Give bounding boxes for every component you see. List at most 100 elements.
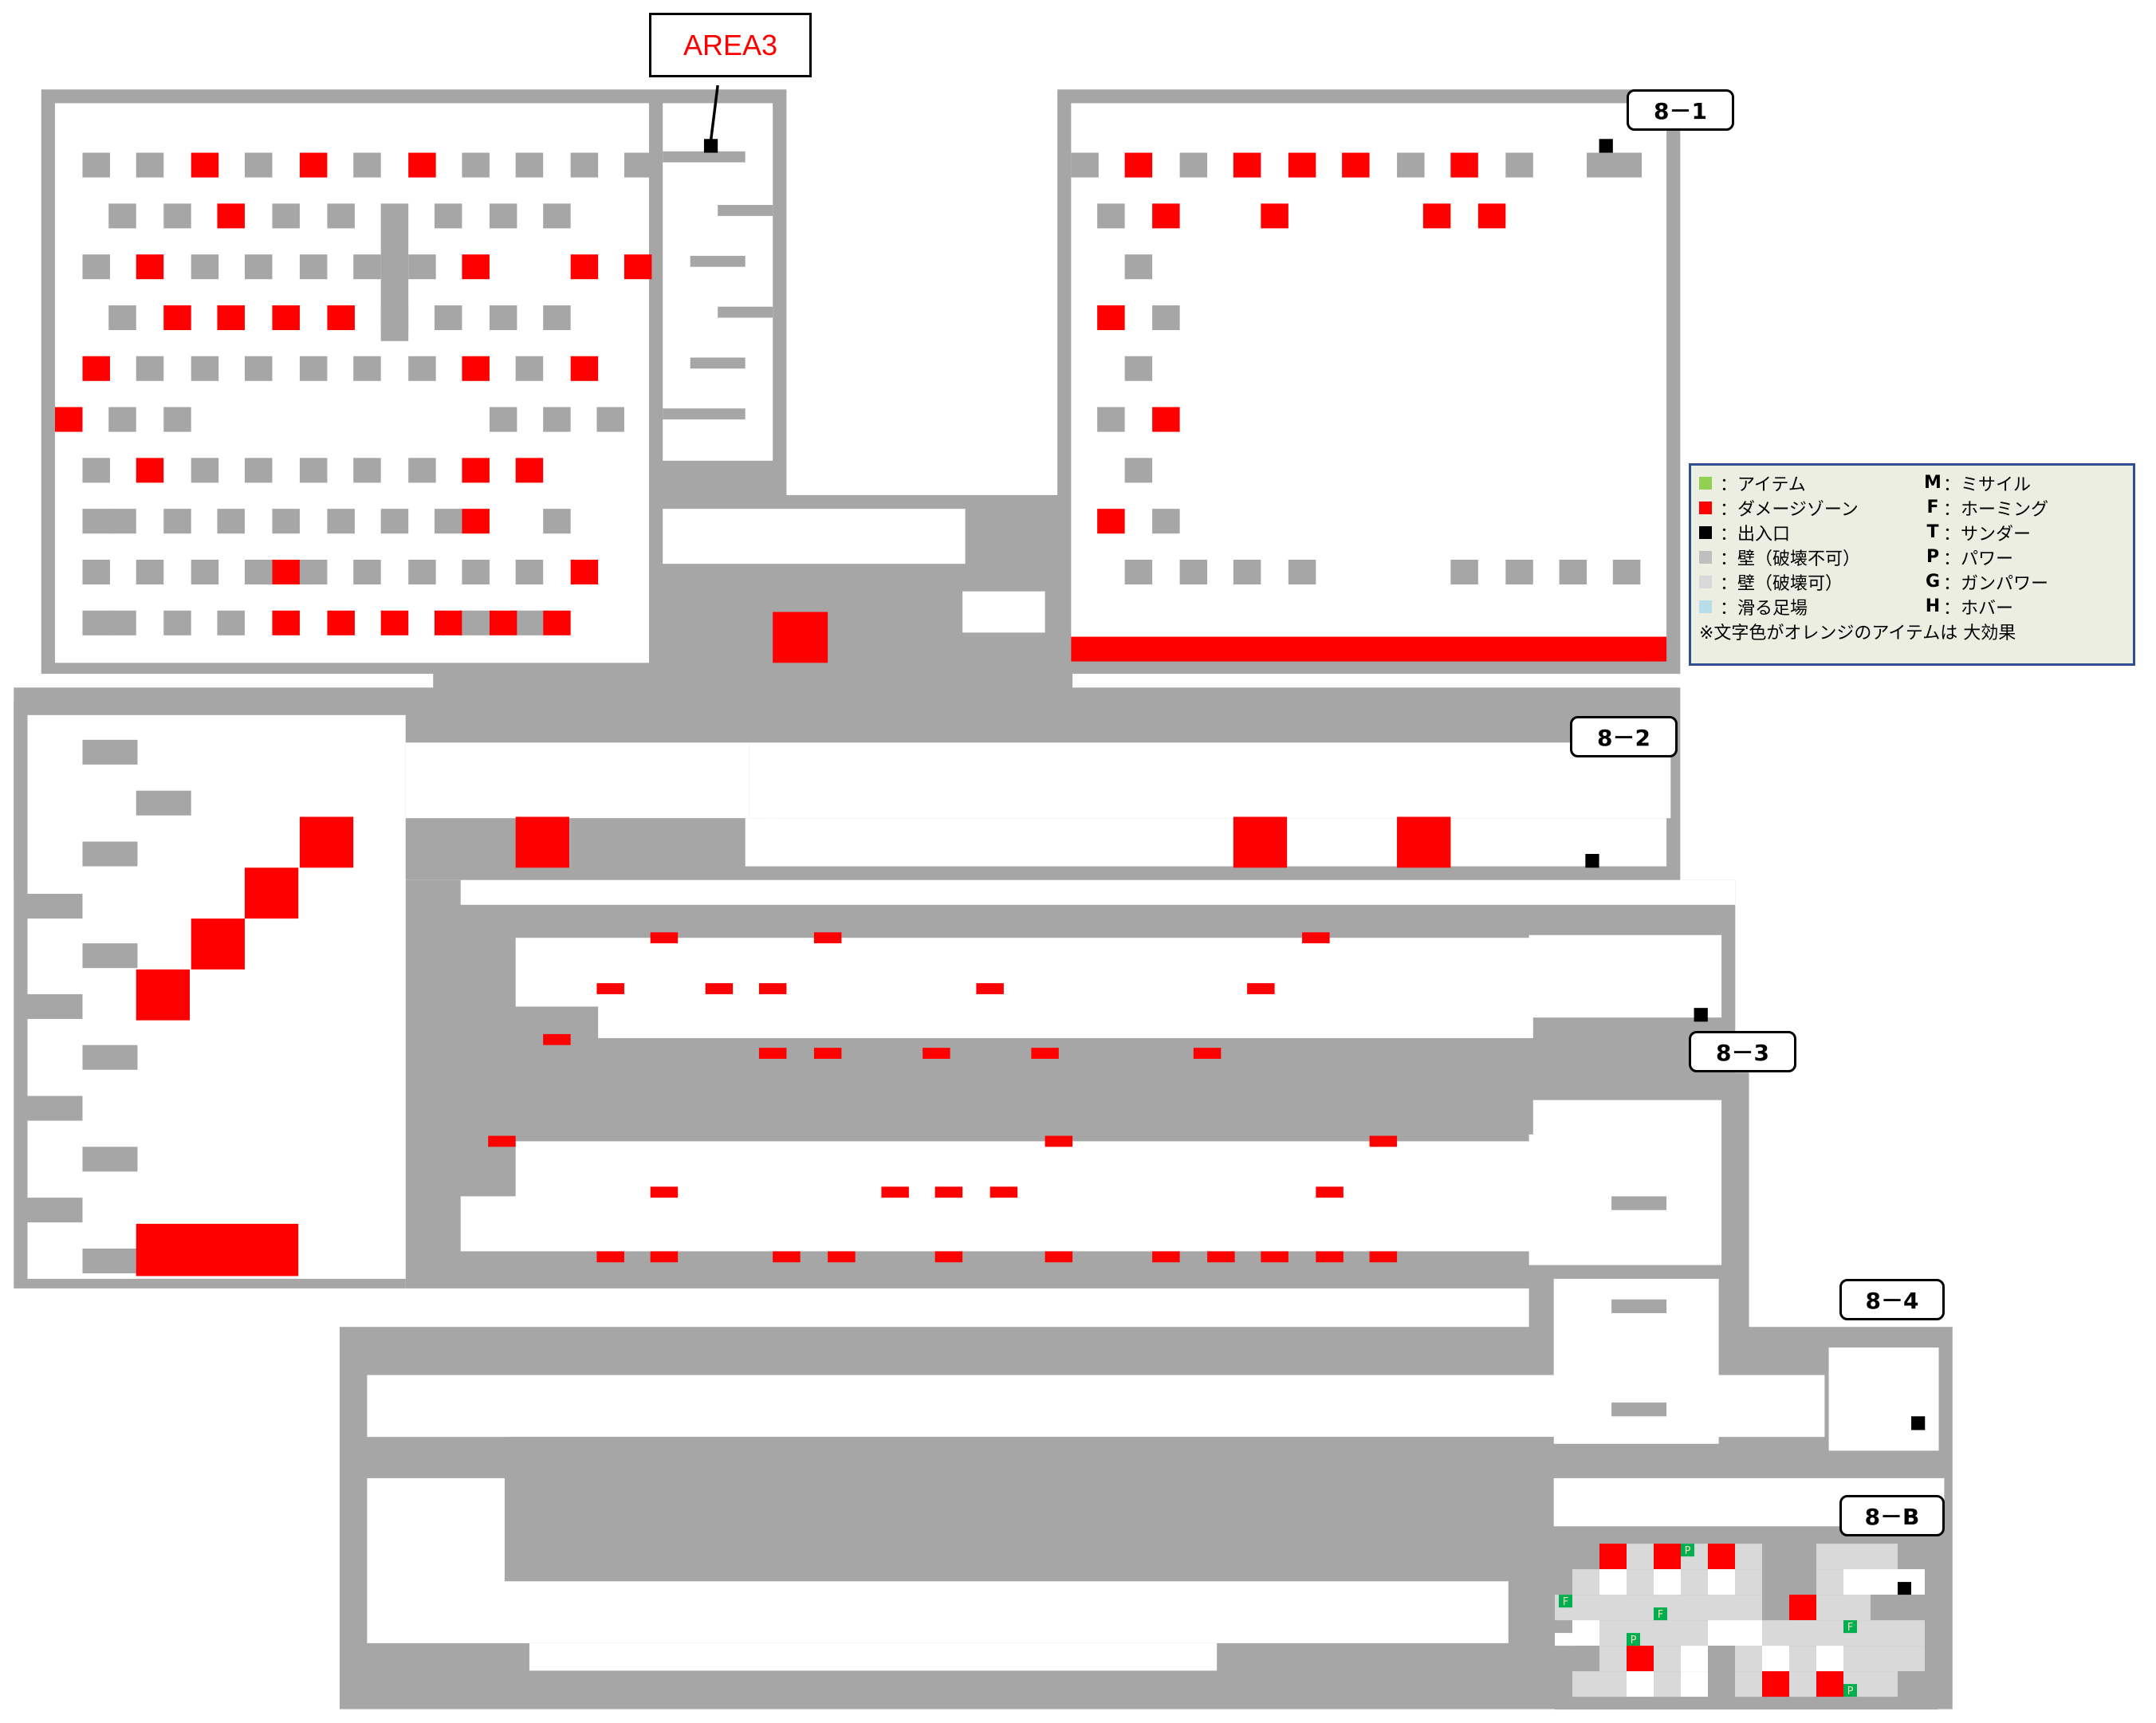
solid-wall-block xyxy=(272,203,300,229)
solid-wall-block xyxy=(1505,152,1533,178)
exit-marker xyxy=(703,139,718,153)
damage-zone xyxy=(570,356,599,381)
solid-wall xyxy=(136,790,191,816)
breakable-wall xyxy=(1734,1595,1762,1621)
damage-zone xyxy=(136,254,164,280)
solid-wall-block xyxy=(163,203,191,229)
damage-zone xyxy=(515,816,569,868)
solid-wall-block xyxy=(489,305,517,330)
damage-zone xyxy=(543,1033,571,1045)
solid-wall-block xyxy=(489,203,517,229)
damage-zone xyxy=(1261,1251,1288,1263)
floor xyxy=(1816,1646,1843,1672)
solid-wall-block xyxy=(82,559,110,585)
solid-wall-block xyxy=(1124,254,1153,280)
solid-wall xyxy=(82,1248,138,1273)
damage-zone xyxy=(570,254,599,280)
solid-wall-block xyxy=(108,610,136,635)
floor xyxy=(1528,1099,1722,1265)
legend-label: ：サンダー xyxy=(1943,524,2032,545)
damage-zone xyxy=(1788,1595,1816,1621)
legend-label: ：滑る足場 xyxy=(1720,598,1808,619)
solid-wall-block xyxy=(353,458,381,483)
solid-wall xyxy=(27,1096,83,1121)
legend-label: ：出入口 xyxy=(1720,524,1791,545)
stage-label-8-4: 8－4 xyxy=(1839,1279,1945,1320)
legend-label: ：ホーミング xyxy=(1943,499,2049,520)
solid-wall xyxy=(1761,1595,1789,1621)
breakable-wall xyxy=(1626,1569,1654,1595)
solid-wall-block xyxy=(515,559,544,585)
solid-wall xyxy=(1707,1671,1735,1697)
stage-label-8-b: 8－B xyxy=(1839,1495,1945,1536)
breakable-wall xyxy=(1572,1569,1599,1595)
solid-wall xyxy=(1572,1544,1599,1570)
item-swatch xyxy=(1699,476,1712,490)
damage-zone xyxy=(462,458,490,483)
solid-wall xyxy=(663,408,746,420)
damage-zone xyxy=(1045,1135,1073,1147)
solid-wall-block xyxy=(1124,559,1153,585)
item-letter: F xyxy=(1658,1609,1663,1621)
floor xyxy=(1528,934,1722,1018)
damage-zone xyxy=(488,1135,516,1147)
stage-label-8-2: 8－2 xyxy=(1570,716,1678,757)
breakable-wall xyxy=(1897,1646,1925,1672)
damage-zone xyxy=(773,1251,801,1263)
damage-zone xyxy=(705,983,734,994)
solid-wall-block xyxy=(434,305,462,330)
solid-wall-block xyxy=(217,509,245,534)
damage-zone xyxy=(1261,203,1288,229)
solid-wall-block xyxy=(1179,559,1208,585)
solid-wall-block xyxy=(299,458,328,483)
damage-zone xyxy=(813,932,842,944)
floor xyxy=(1071,103,1667,639)
solid-wall-block xyxy=(108,305,136,330)
damage-zone xyxy=(272,305,300,330)
damage-zone xyxy=(596,983,624,994)
solid-wall-block xyxy=(108,509,136,534)
floor xyxy=(663,509,966,564)
damage-zone xyxy=(1152,407,1180,432)
floor xyxy=(1572,1620,1599,1646)
damage-zone xyxy=(1233,152,1261,178)
solid-wall xyxy=(82,943,138,969)
breakable-wall xyxy=(1870,1671,1898,1697)
legend-key: T xyxy=(1926,522,1939,542)
damage-zone xyxy=(299,816,354,868)
breakable-wall xyxy=(1599,1646,1627,1672)
damage-zone xyxy=(989,1186,1018,1198)
exit-marker xyxy=(1694,1008,1708,1022)
solid-wall-block xyxy=(191,356,219,381)
room-8-b: P F F P F P xyxy=(1554,1531,1938,1710)
damage-zone xyxy=(758,1048,787,1059)
damage-zone xyxy=(54,407,83,432)
breakable-wall-swatch xyxy=(1699,575,1712,588)
solid-wall-block xyxy=(489,407,517,432)
breakable-wall xyxy=(1599,1620,1627,1646)
item-letter: F xyxy=(1847,1622,1853,1634)
solid-wall-block xyxy=(299,356,328,381)
solid-wall-block xyxy=(108,203,136,229)
floor xyxy=(27,714,406,1279)
legend-label: ：ガンパワー xyxy=(1943,573,2049,594)
legend-label: ：壁（破壊可） xyxy=(1720,573,1843,594)
solid-wall-block xyxy=(515,356,544,381)
solid-wall-block xyxy=(462,152,490,178)
solid-wall-block xyxy=(1450,559,1478,585)
damage-zone xyxy=(923,1048,950,1059)
solid-wall-block xyxy=(244,559,273,585)
damage-zone xyxy=(1369,1251,1398,1263)
solid-wall xyxy=(690,255,746,267)
solid-wall-block xyxy=(244,356,273,381)
solid-wall-block xyxy=(596,407,624,432)
legend-label: ：アイテム xyxy=(1720,474,1806,495)
floor xyxy=(1287,818,1398,867)
item-tile-f xyxy=(1843,1620,1857,1634)
damage-zone xyxy=(1397,816,1451,868)
solid-wall xyxy=(509,1437,1554,1575)
damage-zone xyxy=(462,356,490,381)
solid-wall-block xyxy=(380,509,409,534)
